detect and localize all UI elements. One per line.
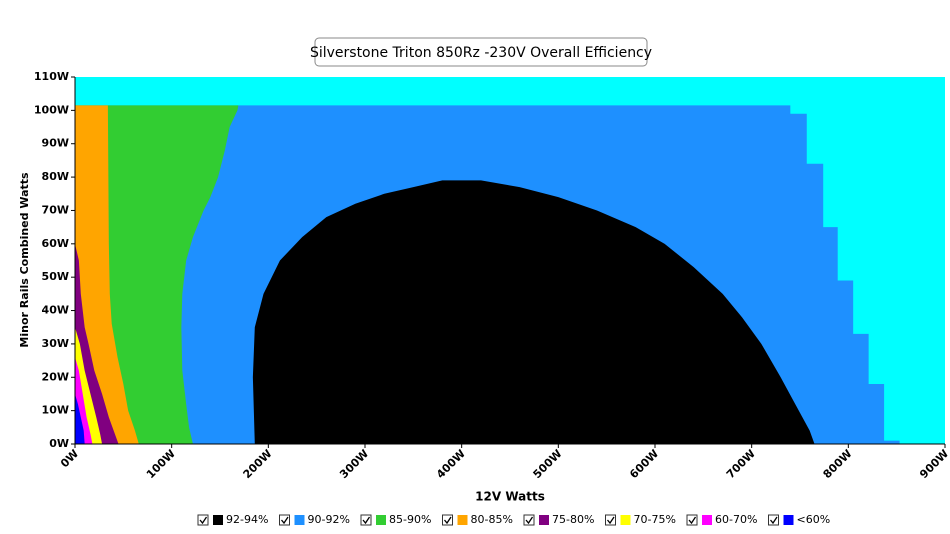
y-tick-label: 40W	[42, 304, 69, 317]
x-tick-label: 400W	[434, 447, 468, 481]
efficiency-region	[75, 393, 85, 444]
legend-item[interactable]: 60-70%	[686, 513, 757, 526]
legend-item[interactable]: 92-94%	[197, 513, 268, 526]
legend-label: 92-94%	[226, 513, 268, 526]
efficiency-region	[252, 180, 815, 444]
legend-label: 75-80%	[552, 513, 594, 526]
y-tick-label: 90W	[42, 137, 69, 150]
legend-check	[688, 516, 697, 525]
legend-swatch	[294, 515, 305, 525]
legend-check	[525, 516, 534, 525]
y-tick-label: 60W	[42, 237, 69, 250]
legend-swatch	[376, 515, 386, 525]
legend-item[interactable]: 80-85%	[442, 513, 513, 526]
legend-label: 60-70%	[715, 513, 757, 526]
legend-checkbox[interactable]	[523, 514, 535, 526]
legend-swatch	[457, 515, 468, 525]
y-tick-label: 10W	[42, 404, 69, 417]
x-axis-label: 12V Watts	[475, 490, 545, 504]
legend-swatch	[213, 515, 223, 525]
legend-item[interactable]: 85-90%	[360, 513, 431, 526]
legend-label: 70-75%	[634, 513, 676, 526]
legend-check	[281, 516, 289, 525]
plot-area	[75, 77, 945, 444]
legend-swatch	[783, 515, 794, 525]
legend-check	[770, 516, 778, 525]
legend-swatch	[539, 515, 549, 525]
legend-checkbox[interactable]	[442, 514, 453, 526]
title-box	[314, 37, 648, 67]
legend-checkbox[interactable]	[686, 514, 698, 526]
legend-label: 85-90%	[389, 513, 431, 526]
legend-checkbox[interactable]	[605, 514, 616, 526]
y-axis-label: Minor Rails Combined Watts	[18, 172, 31, 348]
legend-item[interactable]: 70-75%	[605, 513, 676, 526]
legend-item[interactable]: <60%	[768, 513, 831, 526]
chart-title: Silverstone Triton 850Rz -230V Overall E…	[310, 45, 652, 61]
y-tick-label: 0W	[49, 437, 69, 450]
y-tick-label: 20W	[42, 370, 69, 383]
x-tick-label: 200W	[241, 447, 275, 481]
legend-checkbox[interactable]	[768, 514, 779, 526]
x-tick-label: 800W	[821, 447, 855, 481]
x-tick-label: 900W	[917, 447, 950, 481]
legend-check	[607, 516, 615, 525]
legend-check	[362, 516, 371, 525]
legend-item[interactable]: 90-92%	[279, 513, 350, 526]
legend-label: 90-92%	[308, 513, 350, 526]
legend-checkbox[interactable]	[279, 514, 290, 526]
x-tick-label: 300W	[337, 447, 371, 481]
x-tick-label: 500W	[531, 447, 565, 481]
legend-item[interactable]: 75-80%	[523, 513, 594, 526]
y-tick-label: 110W	[34, 70, 69, 83]
x-tick-label: 700W	[724, 447, 758, 481]
legend-swatch	[620, 515, 631, 525]
y-tick-label: 100W	[34, 103, 69, 116]
y-tick-label: 30W	[42, 337, 69, 350]
y-tick-label: 50W	[42, 270, 69, 283]
legend-check	[199, 516, 208, 525]
legend-checkbox[interactable]	[197, 514, 209, 526]
y-tick-label: 70W	[42, 203, 69, 216]
x-tick-label: 0W	[58, 447, 81, 470]
legend-checkbox[interactable]	[360, 514, 372, 526]
legend-check	[444, 516, 452, 525]
x-tick-label: 100W	[144, 447, 178, 481]
x-tick-label: 600W	[627, 447, 661, 481]
legend-label: 80-85%	[471, 513, 513, 526]
legend-swatch	[702, 515, 712, 525]
legend-label: <60%	[797, 513, 831, 526]
y-tick-label: 80W	[42, 170, 69, 183]
